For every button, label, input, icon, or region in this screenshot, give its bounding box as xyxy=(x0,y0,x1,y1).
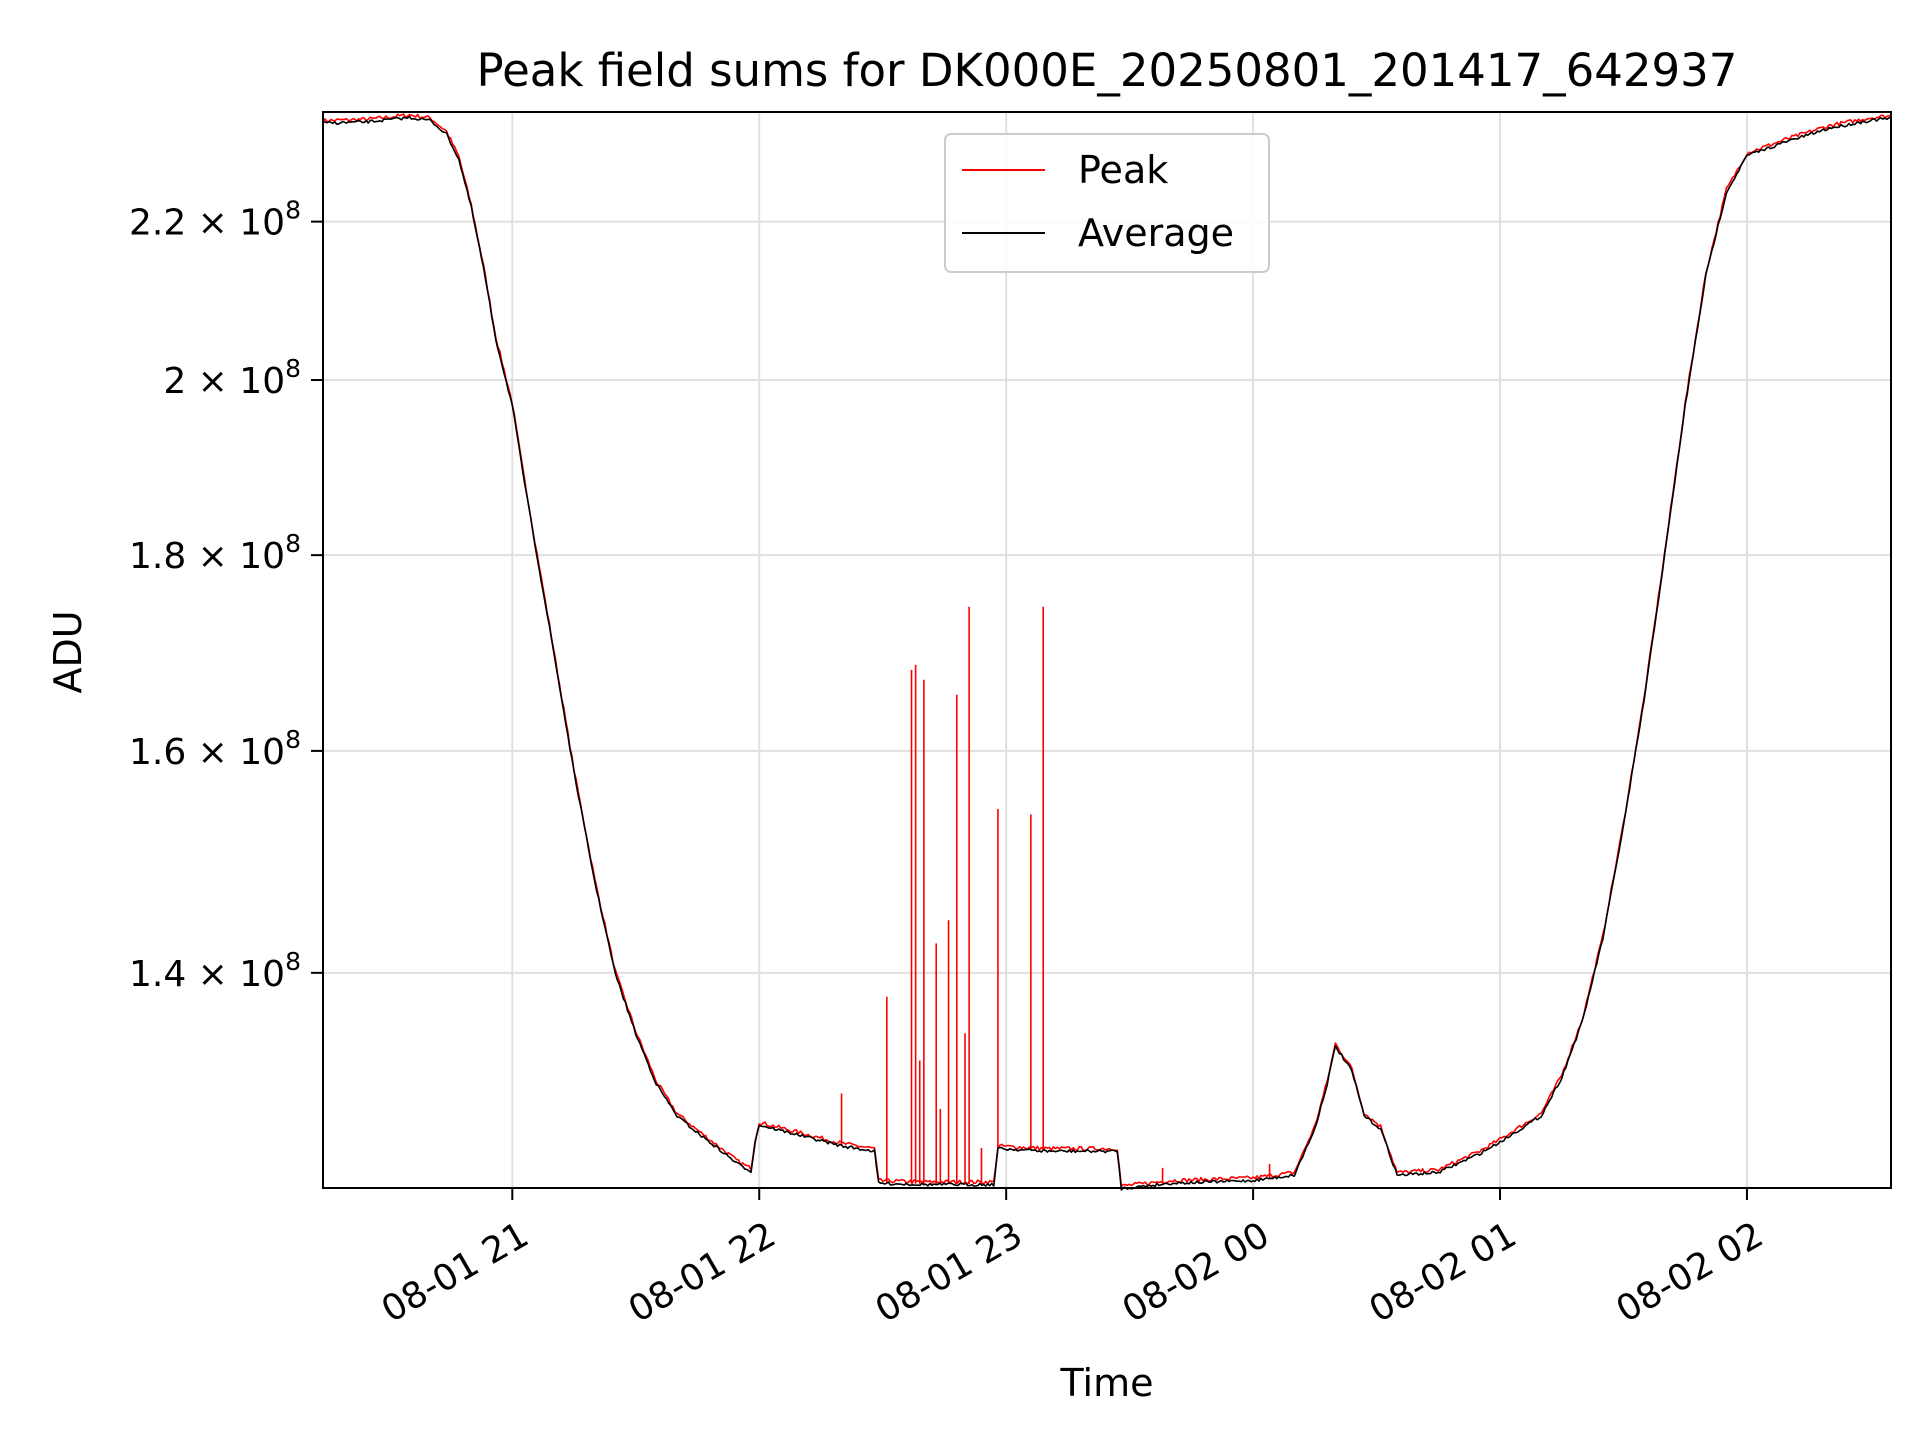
plot-frame xyxy=(322,111,1892,1189)
y-tick-label: 2 × 108 xyxy=(163,354,301,402)
y-axis-ticks: 1.4 × 108 1.6 × 108 1.8 × 108 2 × 108 2.2 × … xyxy=(129,196,323,995)
x-axis-label: Time xyxy=(1060,1361,1154,1405)
y-tick-label: 1.4 × 108 xyxy=(129,947,301,995)
average-series-line xyxy=(322,115,1892,1191)
legend-label-peak: Peak xyxy=(1078,148,1168,192)
legend-box xyxy=(944,133,1270,273)
series-layer xyxy=(322,113,1892,1191)
y-tick-label: 1.8 × 108 xyxy=(129,529,301,577)
y-axis-label: ADU xyxy=(46,610,90,693)
y-tick-label: 2.2 × 108 xyxy=(129,196,301,244)
y-tick-label: 1.6 × 108 xyxy=(129,725,301,773)
legend-label-average: Average xyxy=(1078,211,1234,255)
chart-title: Peak field sums for DK000E_20250801_2014… xyxy=(477,44,1738,97)
legend: Peak Average xyxy=(944,133,1270,273)
